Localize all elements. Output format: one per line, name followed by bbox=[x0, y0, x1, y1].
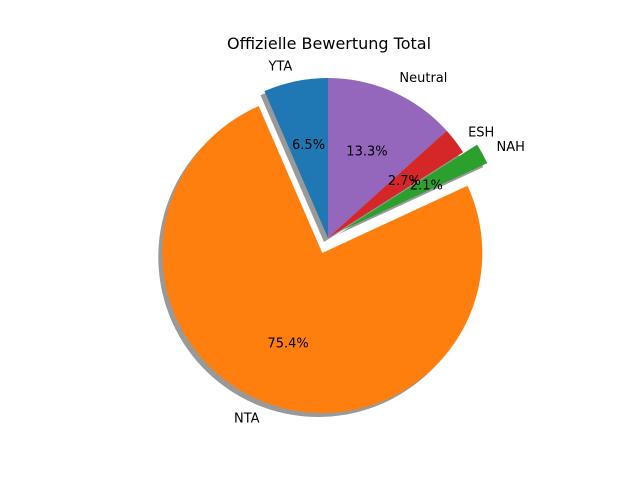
slice-label-nah: NAH bbox=[497, 140, 525, 155]
slice-percent-nah: 2.1% bbox=[410, 178, 443, 193]
slice-neutral bbox=[328, 77, 447, 238]
slice-percent-esh: 2.7% bbox=[388, 174, 421, 189]
slice-yta bbox=[264, 78, 328, 238]
pie-slices bbox=[162, 77, 488, 413]
slice-label-yta: YTA bbox=[268, 60, 293, 75]
slice-percent-neutral: 13.3% bbox=[346, 144, 387, 159]
slice-percent-nta: 75.4% bbox=[267, 337, 308, 352]
slice-esh bbox=[328, 130, 464, 238]
slice-label-esh: ESH bbox=[468, 125, 494, 140]
slice-label-nta: NTA bbox=[234, 411, 260, 426]
chart-title: Offizielle Bewertung Total bbox=[227, 34, 431, 53]
slice-percent-yta: 6.5% bbox=[292, 138, 325, 153]
slice-nta bbox=[162, 106, 483, 413]
slice-nah bbox=[342, 144, 488, 231]
slice-label-neutral: Neutral bbox=[399, 71, 447, 86]
slice-labels: YTA 6.5% NTA 75.4% NAH 2.1% ESH 2.7% Neutral 13.3… bbox=[234, 60, 525, 427]
